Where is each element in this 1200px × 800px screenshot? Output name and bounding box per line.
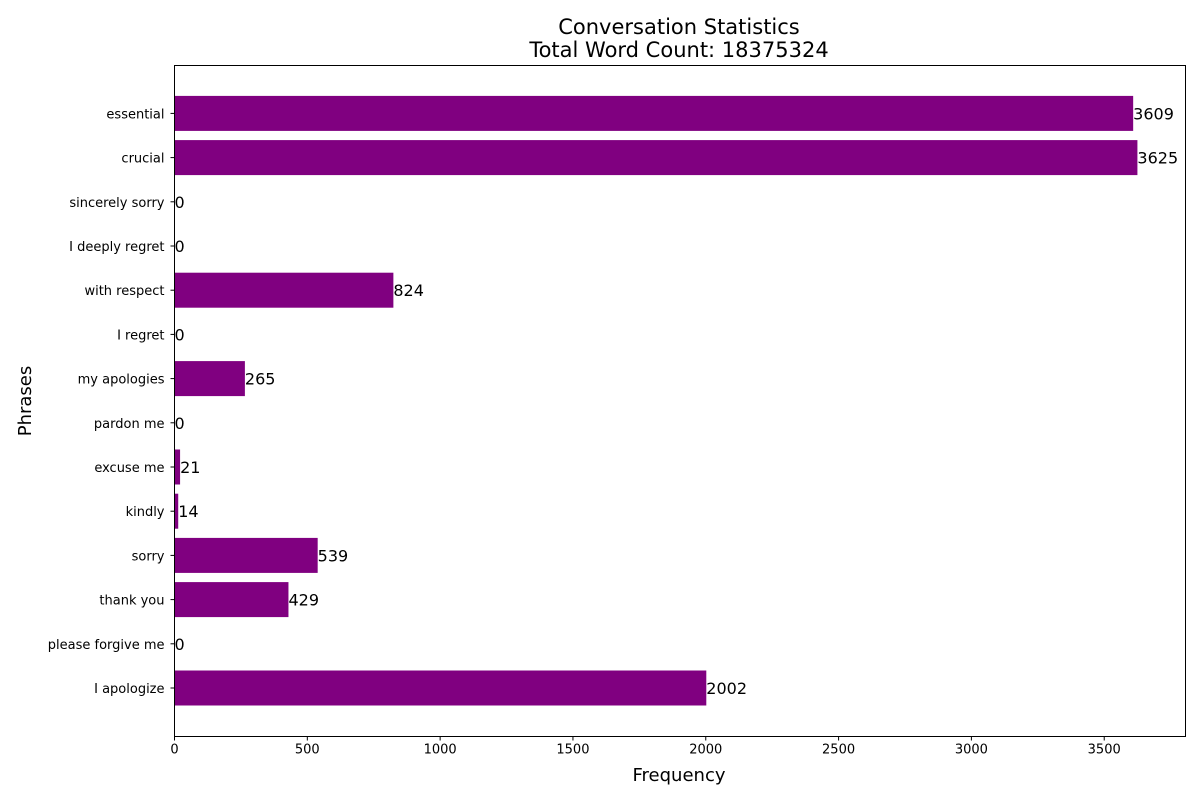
bars-group — [174, 95, 1138, 706]
data-label-thank-you: 429 — [288, 591, 319, 610]
bar-my-apologies — [174, 361, 245, 397]
y-tick-label-sincerely-sorry: sincerely sorry — [69, 196, 164, 211]
bar-i-apologize — [174, 670, 707, 706]
x-tick-label-2000: 2000 — [689, 743, 722, 758]
x-tick-label-3500: 3500 — [1088, 743, 1121, 758]
y-tick-label-sorry: sorry — [132, 549, 165, 564]
y-tick-label-kindly: kindly — [126, 505, 165, 520]
y-tick-label-my-apologies: my apologies — [78, 373, 165, 388]
chart-title: Conversation Statistics — [558, 15, 800, 39]
y-tick-label-excuse-me: excuse me — [94, 461, 164, 476]
bar-thank-you — [174, 582, 289, 618]
bar-crucial — [174, 140, 1138, 176]
y-tick-label-i-deeply-regret: I deeply regret — [69, 240, 164, 255]
y-tick-label-crucial: crucial — [121, 152, 164, 167]
bar-excuse-me — [174, 449, 181, 485]
plot-frame — [174, 65, 1186, 737]
data-label-kindly: 14 — [178, 502, 198, 521]
bar-essential — [174, 95, 1134, 131]
chart-subtitle: Total Word Count: 18375324 — [528, 38, 828, 62]
x-axis-label: Frequency — [633, 765, 726, 786]
data-label-essential: 3609 — [1133, 104, 1174, 123]
y-axis-label: Phrases — [15, 366, 36, 437]
data-label-i-apologize: 2002 — [706, 679, 747, 698]
data-label-i-regret: 0 — [175, 325, 185, 344]
y-tick-label-pardon-me: pardon me — [94, 417, 165, 432]
y-tick-label-essential: essential — [106, 107, 164, 122]
y-tick-label-please-forgive-me: please forgive me — [48, 638, 165, 653]
y-tick-label-thank-you: thank you — [99, 594, 164, 609]
data-label-my-apologies: 265 — [245, 370, 276, 389]
x-tick-label-1500: 1500 — [556, 743, 589, 758]
data-label-with-respect: 824 — [393, 281, 424, 300]
data-label-please-forgive-me: 0 — [175, 635, 185, 654]
x-tick-label-2500: 2500 — [822, 743, 855, 758]
data-label-pardon-me: 0 — [175, 414, 185, 433]
x-tick-label-0: 0 — [170, 743, 178, 758]
data-labels: 2002 0 429 539 14 21 0 265 0 824 0 0 3625 3609 — [175, 104, 1179, 698]
x-ticks: 0 500 1000 1500 2000 2500 3000 3500 — [170, 736, 1121, 758]
y-tick-label-i-regret: I regret — [117, 328, 164, 343]
bar-sorry — [174, 537, 318, 573]
x-tick-label-1000: 1000 — [424, 743, 457, 758]
x-tick-label-3000: 3000 — [955, 743, 988, 758]
y-tick-label-i-apologize: I apologize — [94, 682, 164, 697]
data-label-crucial: 3625 — [1137, 149, 1178, 168]
bar-with-respect — [174, 272, 394, 308]
data-label-sorry: 539 — [318, 546, 349, 565]
y-tick-label-with-respect: with respect — [84, 284, 164, 299]
bar-kindly — [174, 493, 179, 529]
data-label-excuse-me: 21 — [180, 458, 200, 477]
x-tick-label-500: 500 — [295, 743, 320, 758]
y-tick-labels: I apologize please forgive me thank you sor… — [48, 107, 175, 697]
data-label-i-deeply-regret: 0 — [175, 237, 185, 256]
data-label-sincerely-sorry: 0 — [175, 193, 185, 212]
